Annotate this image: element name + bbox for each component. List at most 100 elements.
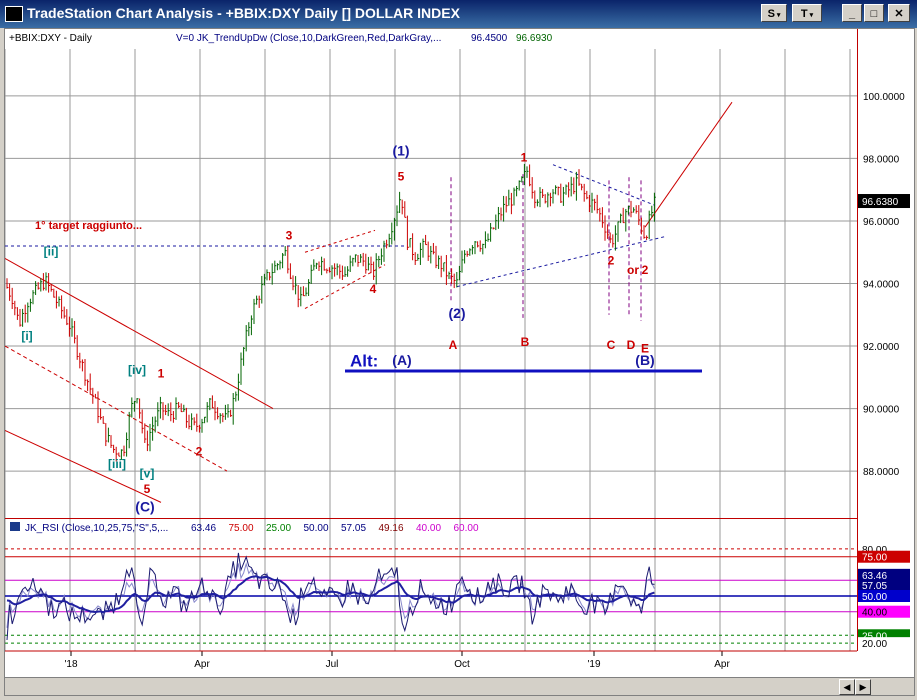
rsi-axis-label: 20.00	[862, 639, 887, 650]
indicator-value-1: 96.4500	[471, 33, 508, 44]
price-tick-label: 94.0000	[863, 280, 900, 291]
last-price-label: 96.6380	[862, 197, 899, 208]
indicator-label: V=0 JK_TrendUpDw (Close,10,DarkGreen,Red…	[176, 33, 441, 44]
dropdown-arrow-icon: ▾	[807, 12, 814, 19]
price-axis: 100.0000 98.0000 96.0000 94.0000 92.0000 90.0…	[858, 92, 910, 478]
wave-label: B	[521, 335, 530, 349]
close-button[interactable]: ✕	[888, 4, 910, 22]
wave-label: 2	[196, 444, 203, 458]
channel-mid-line	[4, 345, 228, 472]
resistance-dashed-line	[552, 164, 656, 206]
rsi-header-value: 49.16	[379, 523, 404, 534]
wave-label: (2)	[448, 305, 465, 321]
price-tick-label: 96.0000	[863, 217, 900, 228]
channel-upper-line	[4, 258, 274, 410]
rsi-axis-badge	[858, 590, 910, 602]
window-title: TradeStation Chart Analysis - +BBIX:DXY …	[27, 5, 460, 21]
channel-lower-line	[4, 429, 162, 503]
s-button[interactable]: S ▾	[761, 4, 787, 22]
wave-label: (1)	[392, 142, 409, 158]
time-tick-label: Apr	[714, 659, 730, 670]
wave-label: (C)	[135, 499, 154, 515]
rsi-axis-badge	[858, 578, 910, 591]
projection-line	[644, 101, 733, 228]
target-label: 1° target raggiunto...	[35, 220, 142, 232]
rsi-header-value: 75.00	[229, 523, 254, 534]
price-tick-label: 88.0000	[863, 467, 900, 478]
rsi-header-value: 60.00	[454, 523, 479, 534]
wave-label: [iv]	[128, 363, 146, 377]
rsi-axis-label: 57.05	[862, 581, 887, 592]
pane-divider	[5, 518, 857, 519]
price-header: +BBIX:DXY - Daily V=0 JK_TrendUpDw (Clos…	[9, 33, 553, 44]
horizontal-scrollbar[interactable]: ◀ ▶	[5, 677, 914, 695]
symbol-label: +BBIX:DXY - Daily	[9, 33, 92, 44]
t-button[interactable]: T ▾	[792, 4, 822, 22]
wave-labels: [ii] [i] [iv] 1 [iii] [v] 5 (C) 2 3 4 (1) 5 (2) 1 A B C D E…	[21, 142, 654, 514]
scroll-left-icon[interactable]: ◀	[839, 679, 855, 695]
rsi-header: JK_RSI (Close,10,25,75,"S",5,... 63.46 75…	[10, 522, 479, 534]
wave-label: 2	[642, 263, 649, 277]
wave-label: (B)	[635, 352, 654, 368]
trendlines	[4, 101, 733, 503]
minimize-icon: _	[848, 8, 856, 20]
price-tick-label: 90.0000	[863, 405, 900, 416]
wave-label: D	[627, 338, 636, 352]
time-tick-label: Oct	[454, 659, 470, 670]
close-icon: ✕	[894, 8, 904, 20]
maximize-button[interactable]: □	[864, 4, 884, 22]
app-icon	[5, 6, 23, 22]
rsi-axis-label: 63.46	[862, 571, 887, 582]
rsi-axis-label: 25.00	[862, 631, 887, 642]
wave-label: [iii]	[108, 457, 126, 471]
time-tick-label: Apr	[194, 659, 210, 670]
time-tick-label: Jul	[326, 659, 339, 670]
rsi-name: JK_RSI (Close,10,25,75,"S",5,...	[25, 523, 168, 534]
rsi-axis-badge	[858, 568, 910, 581]
rsi-signal-line	[6, 575, 655, 614]
last-price-badge	[858, 194, 910, 209]
rsi-header-value: 40.00	[416, 523, 441, 534]
dropdown-arrow-icon: ▾	[774, 12, 781, 19]
chart-canvas[interactable]: +BBIX:DXY - Daily V=0 JK_TrendUpDw (Clos…	[4, 29, 914, 679]
support-dashed-line	[456, 236, 666, 288]
wave-label: 1	[158, 366, 165, 380]
wave-label: 3	[286, 229, 293, 243]
time-tick-label: '18	[64, 659, 77, 670]
time-axis: '18 Apr Jul Oct '19 Apr	[5, 650, 857, 670]
minimize-button[interactable]: _	[842, 4, 862, 22]
wave-label: (A)	[392, 352, 411, 368]
wave-label: [ii]	[44, 244, 59, 258]
wave-label: 4	[370, 282, 377, 296]
price-tick-label: 92.0000	[863, 342, 900, 353]
price-bars	[6, 163, 656, 462]
rsi-axis-badge	[858, 550, 910, 563]
chart-window[interactable]: +BBIX:DXY - Daily V=0 JK_TrendUpDw (Clos…	[4, 28, 915, 696]
rsi-icon	[10, 522, 20, 531]
wave4-upper-dashed-line	[304, 229, 376, 253]
wave-label: 1	[521, 151, 528, 165]
rsi-axis-badge	[858, 605, 910, 618]
rsi-axis-label: 40.00	[862, 608, 887, 619]
wave-label: E	[641, 341, 649, 355]
wave-label: 2	[608, 254, 615, 268]
wave-label: [i]	[21, 329, 32, 343]
scroll-right-icon[interactable]: ▶	[855, 679, 871, 695]
rsi-header-value: 50.00	[304, 523, 329, 534]
rsi-axis-label: 50.00	[862, 592, 887, 603]
rsi-axis-label: 80.00	[862, 545, 887, 556]
t-button-label: T	[800, 8, 808, 20]
time-tick-label: '19	[587, 659, 600, 670]
rsi-header-value: 25.00	[266, 523, 291, 534]
grid	[4, 49, 857, 651]
indicator-value-2: 96.6930	[516, 33, 553, 44]
rsi-header-value: 63.46	[191, 523, 216, 534]
maximize-icon: □	[870, 8, 878, 20]
wave-label: A	[449, 338, 458, 352]
wave-label: C	[607, 338, 616, 352]
alt-label: Alt:	[350, 351, 378, 370]
price-tick-label: 98.0000	[863, 154, 900, 165]
title-bar: TradeStation Chart Analysis - +BBIX:DXY …	[0, 0, 917, 28]
wave-label: or	[627, 263, 639, 277]
